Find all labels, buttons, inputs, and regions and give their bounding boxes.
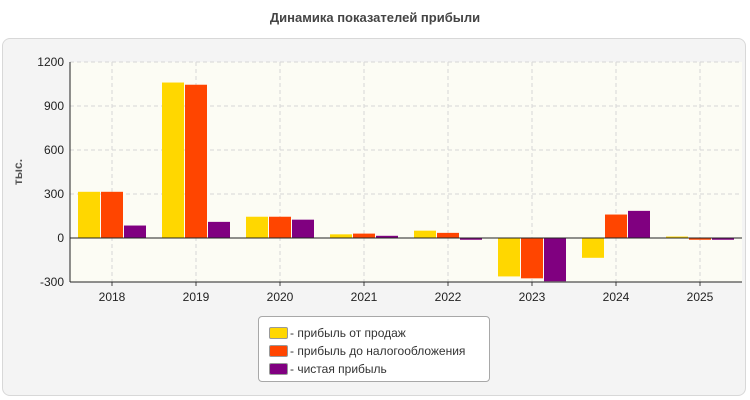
y-tick-label: 300 xyxy=(44,187,64,201)
bar xyxy=(269,216,291,238)
x-tick-label: 2020 xyxy=(267,290,294,304)
bar xyxy=(460,238,482,240)
bar xyxy=(605,214,627,238)
bar xyxy=(208,221,230,238)
bar xyxy=(162,82,184,239)
bar xyxy=(246,216,268,238)
x-tick-label: 2025 xyxy=(687,290,714,304)
bar xyxy=(689,238,711,240)
y-tick-label: 1200 xyxy=(37,55,64,69)
bar xyxy=(544,238,566,282)
bar xyxy=(353,233,375,238)
y-axis-label: тыс. xyxy=(11,159,25,185)
x-tick-label: 2018 xyxy=(99,290,126,304)
legend-item: - прибыль до налогообложения xyxy=(269,342,489,360)
bar xyxy=(78,191,100,238)
chart-legend: - прибыль от продаж - прибыль до налогооб… xyxy=(258,316,490,382)
legend-swatch xyxy=(269,345,288,357)
bar xyxy=(330,234,352,238)
y-tick-label: 900 xyxy=(44,99,64,113)
bar xyxy=(414,230,436,238)
chart-title: Динамика показателей прибыли xyxy=(269,10,481,25)
legend-label: - прибыль от продаж xyxy=(290,326,406,340)
bar xyxy=(712,238,734,240)
x-tick-label: 2024 xyxy=(603,290,630,304)
x-tick-label: 2019 xyxy=(183,290,210,304)
bar xyxy=(666,236,688,238)
legend-item: - чистая прибыль xyxy=(269,360,489,378)
x-tick-label: 2022 xyxy=(435,290,462,304)
bar xyxy=(292,219,314,238)
bar xyxy=(101,191,123,238)
legend-label: - прибыль до налогообложения xyxy=(290,344,466,358)
legend-item: - прибыль от продаж xyxy=(269,324,489,342)
y-tick-label: 600 xyxy=(44,143,64,157)
bar xyxy=(498,238,520,277)
y-tick-label: 0 xyxy=(57,231,64,245)
bar xyxy=(124,225,146,238)
y-tick-label: -300 xyxy=(40,275,64,289)
x-tick-label: 2023 xyxy=(519,290,546,304)
x-tick-label: 2021 xyxy=(351,290,378,304)
legend-swatch xyxy=(269,363,288,375)
bar xyxy=(521,238,543,279)
bar xyxy=(376,235,398,238)
legend-label: - чистая прибыль xyxy=(290,362,387,376)
legend-swatch xyxy=(269,327,288,339)
bar xyxy=(582,238,604,258)
bar xyxy=(437,232,459,238)
bar xyxy=(185,84,207,238)
bar xyxy=(628,210,650,238)
